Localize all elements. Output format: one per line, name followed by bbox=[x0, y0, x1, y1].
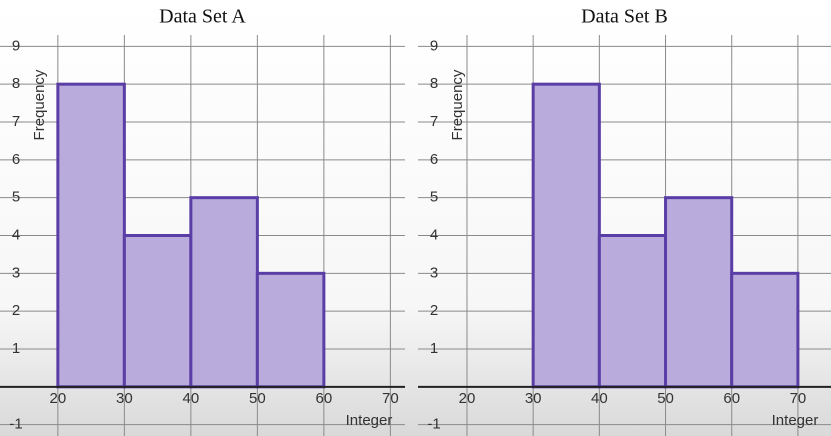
y-tick-label: 2 bbox=[12, 302, 20, 319]
y-tick-label: 3 bbox=[12, 264, 20, 281]
x-tick-label: 30 bbox=[525, 390, 542, 407]
y-tick-label: 1 bbox=[430, 340, 438, 357]
y-tick-label: 5 bbox=[430, 189, 438, 206]
x-axis-label: Integer bbox=[346, 412, 393, 429]
bar bbox=[56, 82, 126, 389]
bar bbox=[531, 82, 601, 389]
y-tick-label: 5 bbox=[12, 189, 20, 206]
y-tick-label: -1 bbox=[9, 416, 22, 433]
y-axis-label: Frequency bbox=[449, 69, 466, 140]
x-tick-label: 60 bbox=[316, 390, 333, 407]
bar bbox=[597, 234, 668, 389]
x-tick-label: 70 bbox=[790, 390, 807, 407]
x-tick-label: 40 bbox=[591, 390, 608, 407]
y-axis-label: Frequency bbox=[31, 69, 48, 140]
chart-title: Data Set B bbox=[581, 6, 668, 28]
bar bbox=[255, 271, 326, 389]
bar bbox=[664, 196, 734, 389]
y-tick-label: 9 bbox=[12, 37, 20, 54]
x-tick-label: 70 bbox=[382, 390, 399, 407]
bar bbox=[122, 234, 193, 389]
y-tick-label: -1 bbox=[427, 416, 440, 433]
y-tick-label: 3 bbox=[430, 264, 438, 281]
y-tick-label: 6 bbox=[12, 151, 20, 168]
x-axis-label: Integer bbox=[772, 412, 819, 429]
y-tick-label: 8 bbox=[12, 75, 20, 92]
y-tick-label: 8 bbox=[430, 75, 438, 92]
y-tick-label: 2 bbox=[430, 302, 438, 319]
x-tick-label: 20 bbox=[459, 390, 476, 407]
y-tick-label: 4 bbox=[12, 226, 20, 243]
x-tick-label: 40 bbox=[183, 390, 200, 407]
chart-title: Data Set A bbox=[159, 6, 246, 28]
x-tick-label: 50 bbox=[657, 390, 674, 407]
bar bbox=[189, 196, 259, 389]
y-tick-label: 7 bbox=[430, 113, 438, 130]
y-tick-label: 4 bbox=[430, 226, 438, 243]
y-tick-label: 9 bbox=[430, 37, 438, 54]
x-tick-label: 60 bbox=[723, 390, 740, 407]
bar bbox=[730, 271, 800, 389]
y-tick-label: 1 bbox=[12, 340, 20, 357]
y-tick-label: 7 bbox=[12, 113, 20, 130]
x-tick-label: 50 bbox=[249, 390, 266, 407]
x-tick-label: 20 bbox=[50, 390, 67, 407]
y-tick-label: 6 bbox=[430, 151, 438, 168]
x-tick-label: 30 bbox=[116, 390, 133, 407]
